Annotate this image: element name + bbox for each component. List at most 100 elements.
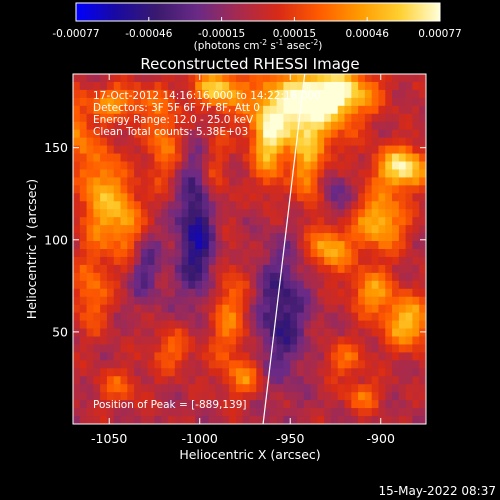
heatmap-cell [283,392,291,401]
heatmap-cell [181,400,189,409]
heatmap-cell [79,97,87,107]
heatmap-cell [154,81,162,91]
heatmap-cell [249,264,257,274]
heatmap-cell [412,288,420,298]
heatmap-cell [161,312,169,321]
heatmap-cell [310,225,318,234]
heatmap-cell [263,416,271,424]
heatmap-cell [317,400,325,409]
annotation-energy-range: Energy Range: 12.0 - 25.0 keV [93,114,254,126]
heatmap-cell [127,201,135,210]
heatmap-cell [168,264,176,274]
heatmap-cell [337,352,345,361]
heatmap-cell [276,304,284,314]
heatmap-cell [113,376,121,385]
heatmap-cell [73,161,81,170]
heatmap-cell [317,169,325,178]
heatmap-cell [161,161,169,170]
heatmap-cell [364,169,373,178]
heatmap-cell [337,233,345,242]
heatmap-cell [242,193,250,202]
heatmap-cell [290,209,298,218]
heatmap-cell [283,296,291,306]
heatmap-cell [106,121,115,131]
heatmap-cell [392,328,400,337]
heatmap-cell [283,129,291,139]
heatmap-cell [330,272,339,282]
heatmap-cell [297,185,305,194]
heatmap-cell [215,312,223,321]
heatmap-cell [330,209,339,218]
heatmap-cell [398,320,407,329]
heatmap-cell [371,336,379,345]
heatmap-cell [215,280,223,290]
heatmap-cell [222,352,230,361]
heatmap-cell [242,249,250,258]
heatmap-cell [79,169,87,178]
heatmap-cell [201,320,210,329]
heatmap-cell [337,264,345,274]
heatmap-cell [392,344,400,353]
heatmap-cell [188,193,196,202]
heatmap-cell [134,193,142,202]
heatmap-cell [392,97,400,107]
heatmap-cell [249,249,257,258]
heatmap-cell [120,185,128,194]
heatmap-cell [73,81,81,91]
heatmap-cell [161,280,169,290]
heatmap-cell [324,225,332,234]
heatmap-cell [168,280,176,290]
heatmap-cell [317,392,325,401]
heatmap-cell [106,169,115,178]
heatmap-cell [344,416,352,424]
heatmap-cell [127,169,135,178]
heatmap-cell [181,113,189,123]
heatmap-cell [181,185,189,194]
heatmap-cell [147,296,155,306]
heatmap-cell [364,408,373,417]
heatmap-cell [249,201,257,210]
heatmap-cell [405,304,413,314]
heatmap-cell [310,296,318,306]
heatmap-cell [263,145,271,154]
heatmap-cell [127,272,135,282]
heatmap-cell [303,280,311,290]
heatmap-cell [297,336,305,345]
heatmap-cell [113,336,121,345]
heatmap-cell [263,384,271,393]
heatmap-cell [419,256,426,266]
heatmap-cell [378,408,386,417]
heatmap-cell [378,161,386,170]
heatmap-cell [242,233,250,242]
heatmap-cell [276,288,284,298]
heatmap-cell [269,201,278,210]
heatmap-cell [344,137,352,146]
heatmap-cell [188,121,196,131]
heatmap-cell [79,352,87,361]
heatmap-cell [256,352,264,361]
heatmap-cell [317,344,325,353]
heatmap-cell [222,185,230,194]
heatmap-cell [358,225,366,234]
x-tick-label: -900 [367,431,395,446]
heatmap-cell [73,185,81,194]
heatmap-cell [181,217,189,226]
heatmap-cell [93,137,101,146]
heatmap-cell [337,368,345,377]
heatmap-cell [290,113,298,123]
heatmap-cell [344,336,352,345]
heatmap-cell [161,74,169,83]
heatmap-cell [256,304,264,314]
heatmap-cell [195,137,203,146]
heatmap-cell [120,225,128,234]
heatmap-cell [127,264,135,274]
heatmap-cell [297,256,305,266]
heatmap-cell [269,296,278,306]
heatmap-cell [256,145,264,154]
heatmap-cell [283,352,291,361]
heatmap-cell [276,376,284,385]
heatmap-cell [134,328,142,337]
heatmap-cell [263,408,271,417]
heatmap-cell [317,256,325,266]
heatmap-cell [113,280,121,290]
